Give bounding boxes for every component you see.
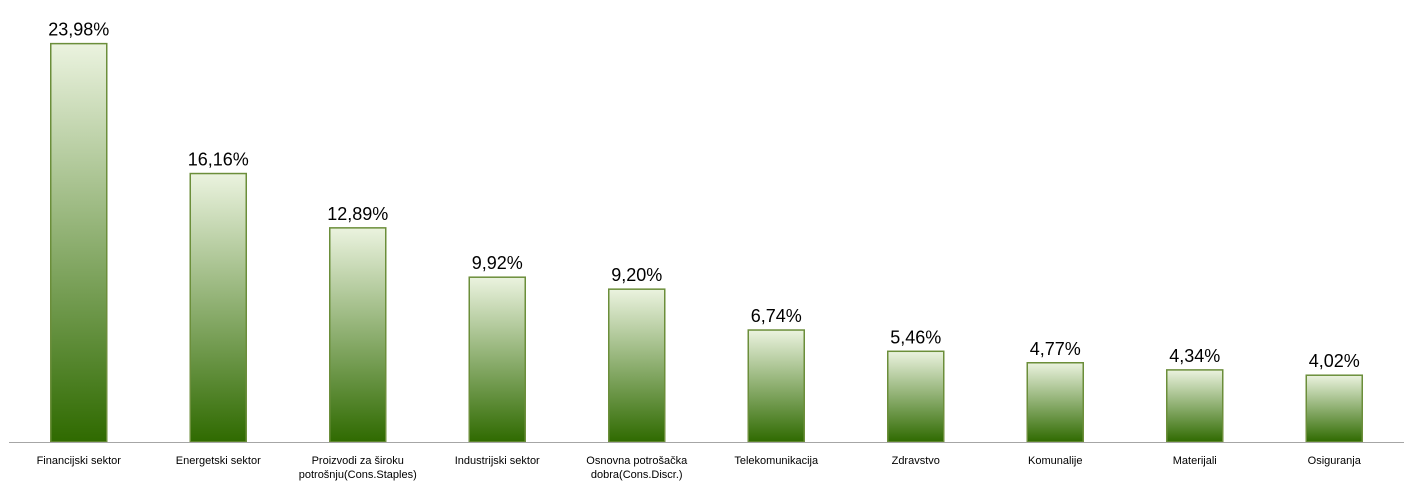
category-label-line: potrošnju(Cons.Staples) bbox=[299, 469, 417, 481]
bar-5 bbox=[608, 288, 666, 443]
category-labels-layer: Financijski sektor Energetski sektor Proiz… bbox=[37, 455, 1362, 481]
category-label-line: Financijski sektor bbox=[37, 455, 122, 467]
category-label-10: Osiguranja bbox=[1308, 455, 1362, 467]
value-label-7: 5,46% bbox=[890, 327, 941, 347]
category-label-7: Zdravstvo bbox=[892, 455, 940, 467]
bar-6 bbox=[747, 329, 805, 443]
category-label-6: Telekomunikacija bbox=[734, 455, 819, 467]
category-label-line: Energetski sektor bbox=[176, 455, 261, 467]
category-label-4: Industrijski sektor bbox=[455, 455, 540, 467]
value-label-4: 9,92% bbox=[472, 253, 523, 273]
bar-4 bbox=[468, 276, 526, 443]
category-label-line: Materijali bbox=[1173, 455, 1217, 467]
category-label-line: dobra(Cons.Discr.) bbox=[591, 469, 683, 481]
category-label-2: Energetski sektor bbox=[176, 455, 261, 467]
value-label-9: 4,34% bbox=[1169, 346, 1220, 366]
value-label-10: 4,02% bbox=[1309, 351, 1360, 371]
value-label-3: 12,89% bbox=[327, 204, 388, 224]
category-label-line: Komunalije bbox=[1028, 455, 1082, 467]
value-labels-layer: 23,98% 16,16% 12,89% 9,92% 9,20% 6,74% 5,46% 4,… bbox=[48, 20, 1360, 372]
bar-7 bbox=[887, 350, 945, 443]
value-label-6: 6,74% bbox=[751, 306, 802, 326]
category-label-8: Komunalije bbox=[1028, 455, 1082, 467]
category-label-3: Proizvodi za široku potrošnju(Cons.Staple… bbox=[299, 455, 417, 481]
value-label-1: 23,98% bbox=[48, 20, 109, 40]
value-label-2: 16,16% bbox=[188, 150, 249, 170]
category-label-9: Materijali bbox=[1173, 455, 1217, 467]
category-label-line: Telekomunikacija bbox=[734, 455, 819, 467]
category-label-1: Financijski sektor bbox=[37, 455, 122, 467]
category-label-line: Osiguranja bbox=[1308, 455, 1362, 467]
category-label-line: Zdravstvo bbox=[892, 455, 940, 467]
category-label-line: Osnovna potrošačka bbox=[586, 455, 688, 467]
value-label-5: 9,20% bbox=[611, 265, 662, 285]
bar-8 bbox=[1026, 362, 1084, 443]
bar-9 bbox=[1166, 369, 1224, 443]
category-label-line: Industrijski sektor bbox=[455, 455, 540, 467]
category-label-line: Proizvodi za široku bbox=[312, 455, 404, 467]
category-label-5: Osnovna potrošačka dobra(Cons.Discr.) bbox=[586, 455, 688, 481]
value-label-8: 4,77% bbox=[1030, 339, 1081, 359]
bar-1 bbox=[50, 42, 108, 443]
bar-10 bbox=[1305, 374, 1363, 443]
bar-2 bbox=[189, 172, 247, 443]
bar-3 bbox=[329, 227, 387, 443]
bars-layer bbox=[50, 42, 1363, 443]
